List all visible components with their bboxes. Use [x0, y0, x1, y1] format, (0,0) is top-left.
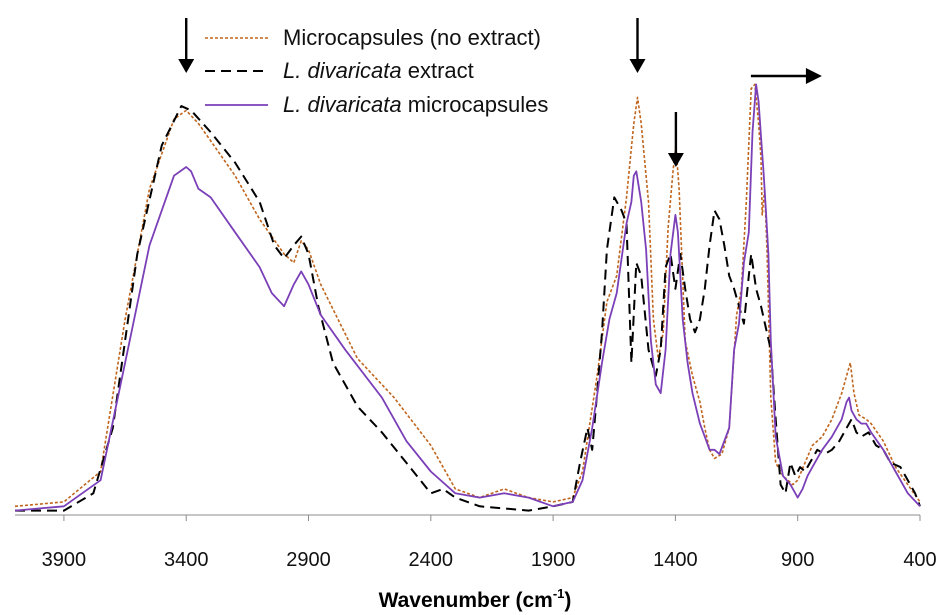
plot-area: [14, 83, 921, 512]
x-axis-title: Wavenumber (cm-1): [379, 586, 572, 612]
arrow-right-head: [805, 68, 822, 84]
legend-label-1: Microcapsules (no extract): [283, 25, 541, 50]
x-tick-label: 3400: [164, 549, 209, 571]
x-tick-label: 1400: [653, 549, 698, 571]
legend-label-part: L. divaricata: [283, 58, 402, 83]
arrow-down-head: [178, 59, 195, 73]
x-tick-label: 3900: [42, 549, 87, 571]
x-axis-title-close: ): [564, 589, 571, 612]
x-tick-label: 1900: [531, 549, 576, 571]
x-axis-title-text: Wavenumber (cm: [379, 589, 553, 612]
x-axis-title-superscript: -1: [553, 586, 565, 601]
x-tick-label: 2400: [409, 549, 454, 571]
legend-label-part: microcapsules: [402, 92, 549, 117]
annotation-arrows: [178, 18, 822, 167]
arrow-down-head: [629, 59, 646, 73]
legend-label-part: extract: [402, 58, 474, 83]
series-line-3: [14, 83, 921, 512]
x-tick-label: 400: [903, 549, 936, 571]
legend-label-part: Microcapsules (no extract): [283, 25, 541, 50]
series-line-1: [14, 83, 921, 508]
x-tick-label: 2900: [286, 549, 331, 571]
legend: Microcapsules (no extract) L. divaricata …: [205, 25, 548, 117]
x-axis-ticks: 3900 3400 2900 2400 1900 1400 900 400: [42, 515, 937, 571]
legend-label-part: L. divaricata: [283, 92, 402, 117]
legend-label-2: L. divaricata extract: [283, 58, 474, 83]
arrow-down-head: [667, 153, 684, 167]
legend-label-3: L. divaricata microcapsules: [283, 92, 548, 117]
x-tick-label: 900: [781, 549, 814, 571]
series-line-2: [15, 105, 921, 512]
